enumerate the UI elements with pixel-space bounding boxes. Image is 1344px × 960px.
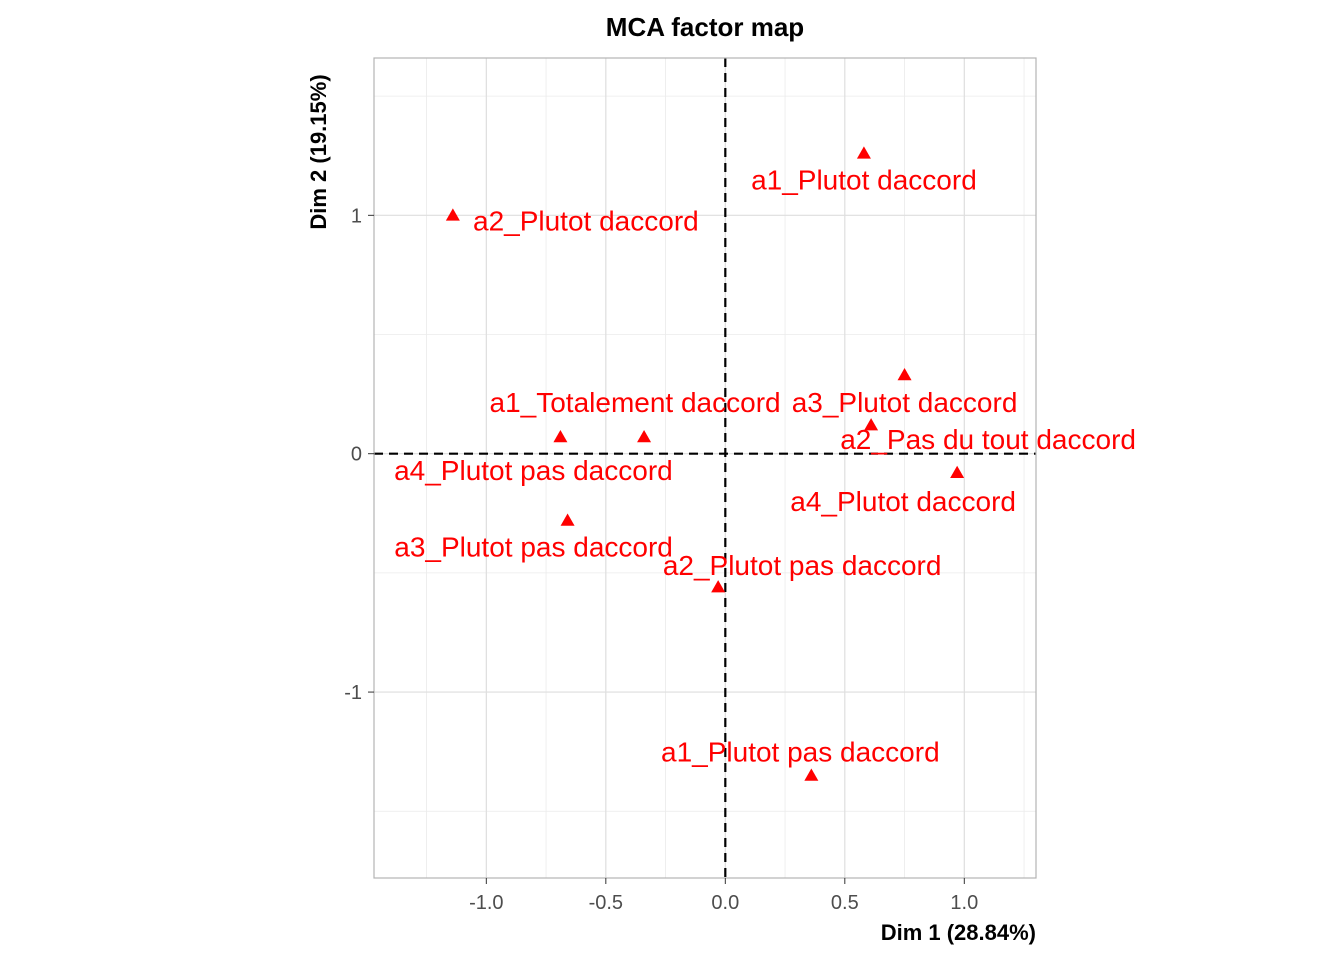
- y-tick-label: 1: [351, 205, 362, 227]
- point-label: a4_Plutot pas daccord: [394, 455, 673, 486]
- point-marker: [445, 208, 460, 221]
- point-label: a2_Pas du tout daccord: [840, 424, 1136, 455]
- chart-title: MCA factor map: [606, 12, 804, 42]
- y-tick-label: -1: [344, 682, 362, 704]
- point-label: a3_Plutot pas daccord: [394, 531, 673, 562]
- point-marker: [897, 368, 912, 381]
- x-axis-ticks: -1.0 -0.5 0.0 0.5 1.0: [469, 878, 978, 914]
- x-tick-label: -1.0: [469, 892, 503, 914]
- point-labels: a1_Plutot daccord a2_Plutot daccord a3_Plu…: [394, 164, 1136, 767]
- point-label: a2_Plutot daccord: [473, 205, 699, 236]
- point-label: a4_Plutot daccord: [790, 486, 1016, 517]
- point-label: a3_Plutot daccord: [792, 387, 1018, 418]
- point-marker: [637, 430, 652, 443]
- point-label: a1_Plutot pas daccord: [661, 737, 940, 768]
- point-marker: [560, 513, 575, 526]
- x-tick-label: 1.0: [950, 892, 978, 914]
- plot-panel-border: [373, 57, 1037, 879]
- point-label: a2_Plutot pas daccord: [663, 550, 942, 581]
- point-marker: [711, 580, 726, 593]
- point-label: a1_Plutot daccord: [751, 164, 977, 195]
- x-axis-title: Dim 1 (28.84%): [881, 920, 1036, 945]
- point-marker: [864, 418, 879, 431]
- point-marker: [856, 146, 871, 159]
- y-axis-title: Dim 2 (19.15%): [306, 74, 331, 229]
- data-points: [445, 146, 965, 781]
- reference-lines: [374, 58, 1036, 878]
- y-axis-ticks: -1 0 1: [344, 205, 374, 704]
- point-label: a1_Totalement daccord: [490, 387, 781, 418]
- point-marker: [804, 768, 819, 781]
- x-tick-label: -0.5: [589, 892, 623, 914]
- y-tick-label: 0: [351, 444, 362, 466]
- point-marker: [553, 430, 568, 443]
- x-tick-label: 0.5: [831, 892, 859, 914]
- point-marker: [950, 465, 965, 479]
- x-tick-label: 0.0: [711, 892, 739, 914]
